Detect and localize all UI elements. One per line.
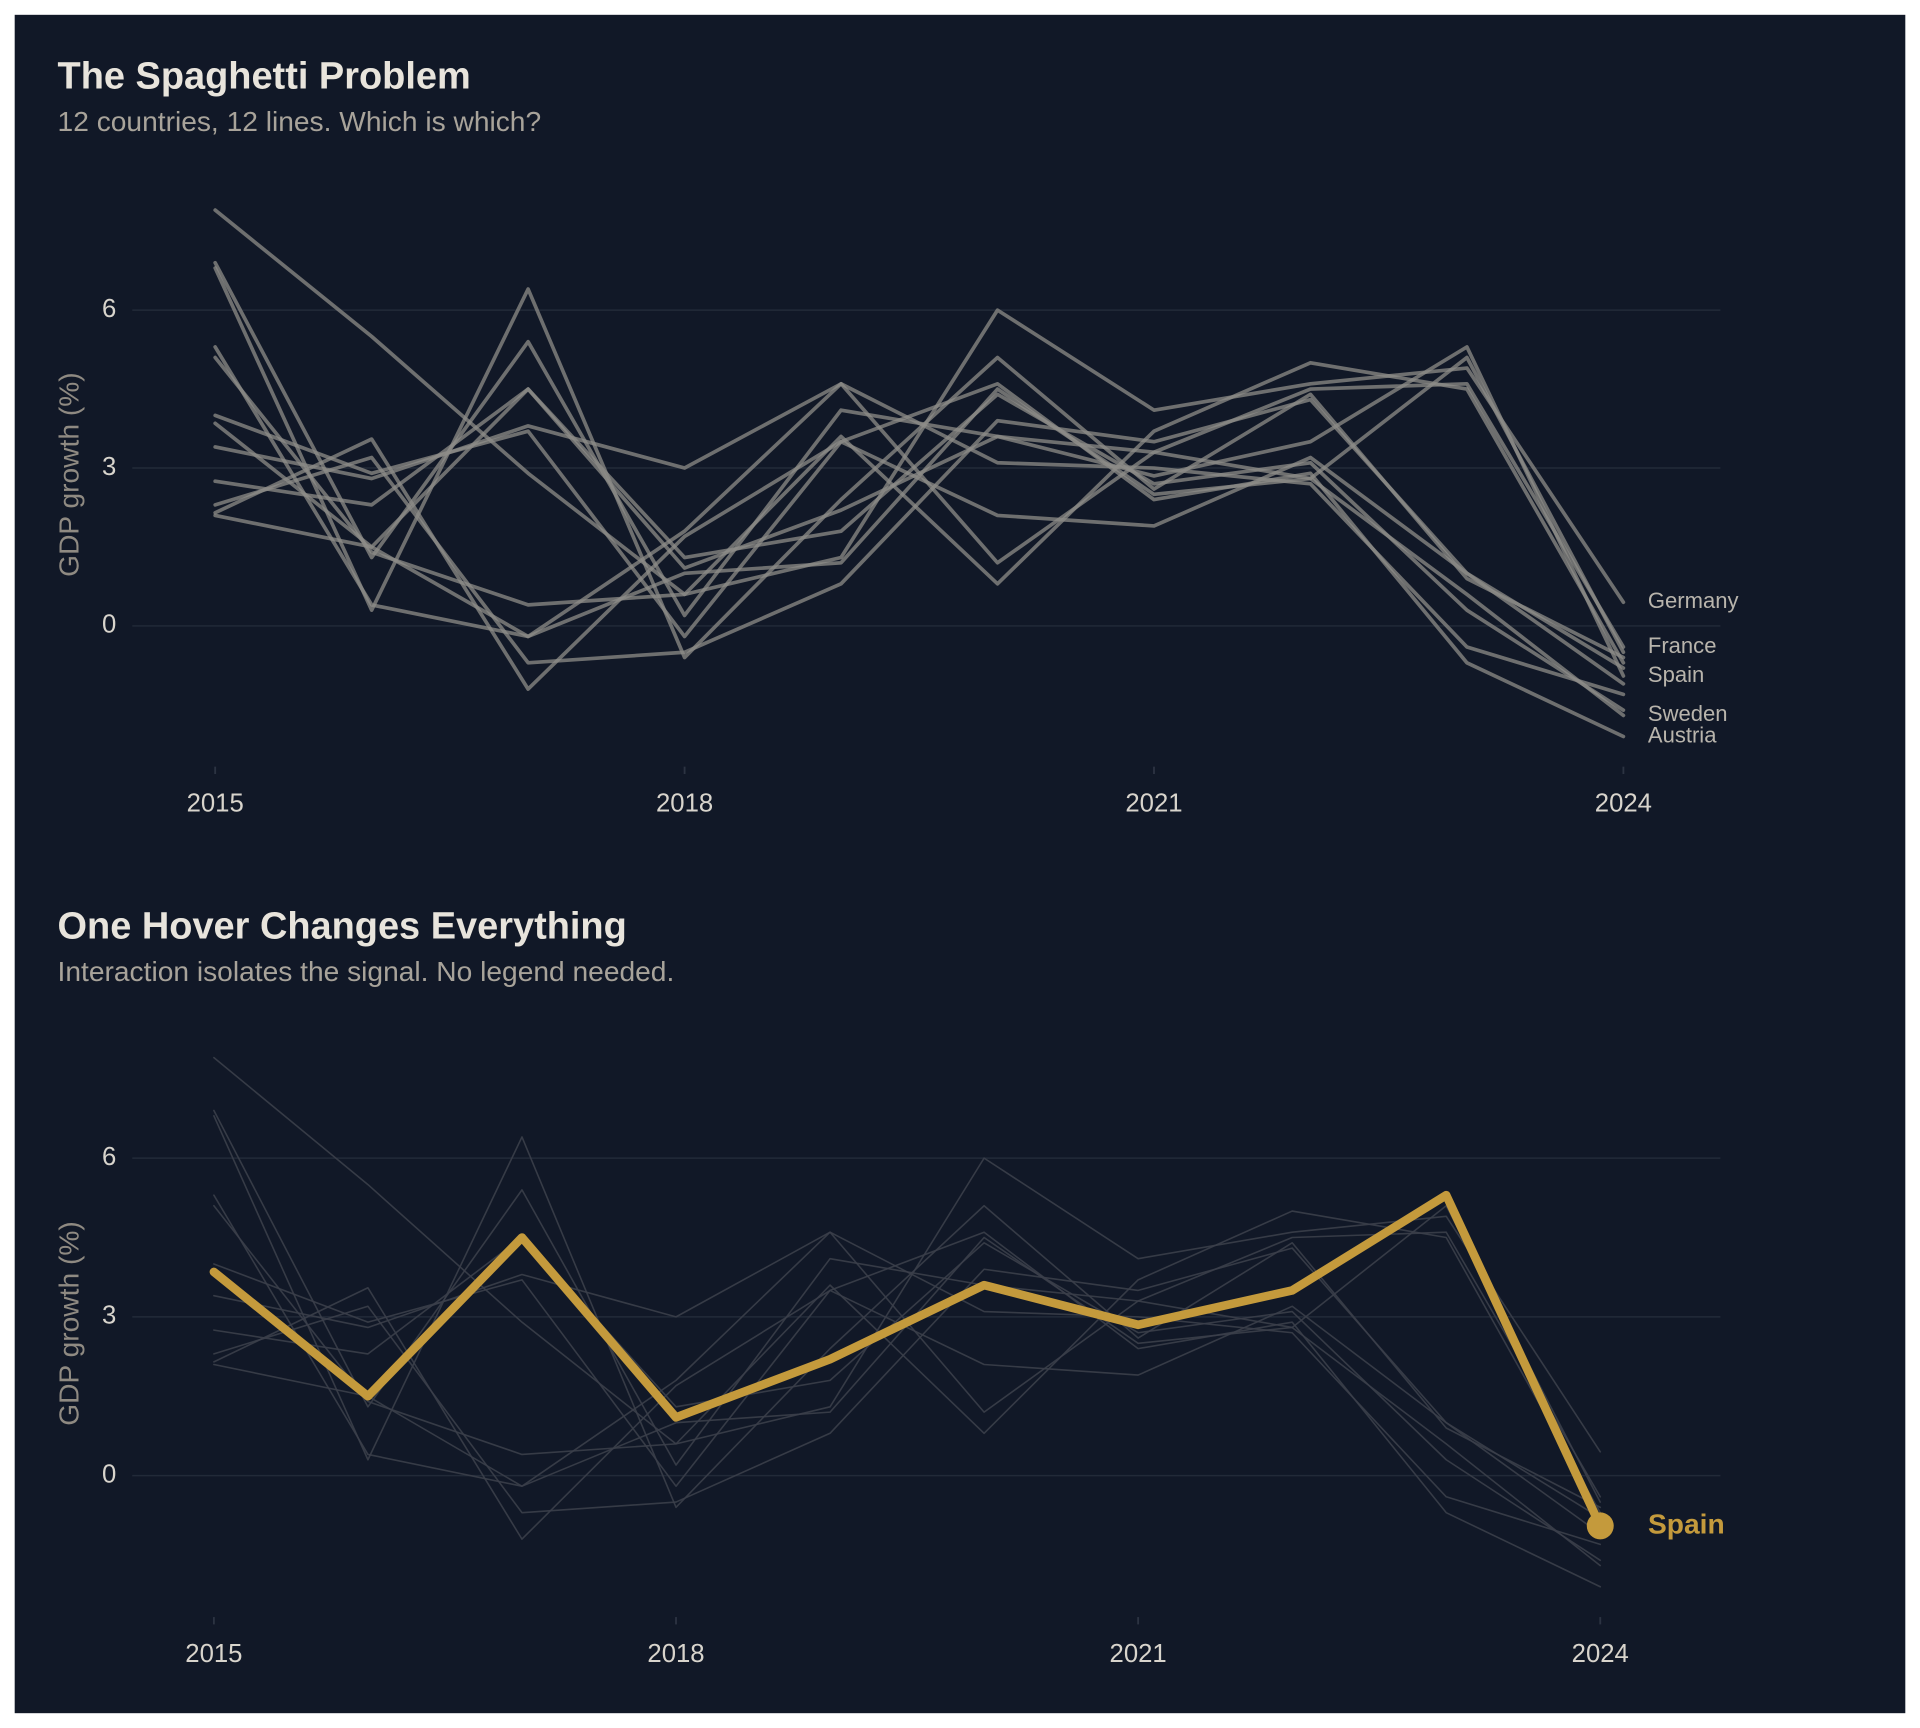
series-line xyxy=(213,1204,1602,1514)
chart-title: The Spaghetti Problem xyxy=(58,56,471,98)
series-line xyxy=(213,355,1626,665)
x-tick-label: 2015 xyxy=(187,789,244,817)
x-tick-label: 2021 xyxy=(1125,789,1182,817)
series-line xyxy=(213,397,1626,670)
series-line xyxy=(213,387,1626,712)
series-line xyxy=(213,1236,1602,1562)
series-label: Sweden xyxy=(1648,701,1728,726)
y-tick-label: 3 xyxy=(102,453,116,481)
series-label: Spain xyxy=(1648,662,1704,687)
x-tick-label: 2018 xyxy=(647,1640,704,1668)
series-label: Austria xyxy=(1648,722,1717,747)
series-label: Spain xyxy=(1648,1508,1725,1539)
series-label: Germany xyxy=(1648,588,1739,613)
chart-subtitle: Interaction isolates the signal. No lege… xyxy=(58,956,675,987)
y-tick-label: 3 xyxy=(102,1302,116,1330)
y-axis-label: GDP growth (%) xyxy=(53,1221,84,1425)
y-tick-label: 6 xyxy=(102,1143,116,1171)
series-line xyxy=(213,355,1626,655)
y-tick-label: 0 xyxy=(102,1460,116,1488)
y-tick-label: 6 xyxy=(102,295,116,323)
x-tick-label: 2015 xyxy=(185,1640,242,1668)
series-line xyxy=(213,1231,1602,1546)
background xyxy=(14,14,1906,1714)
series-label: France xyxy=(1648,633,1717,658)
series-line xyxy=(213,1231,1602,1588)
highlight-line xyxy=(209,1190,1605,1531)
x-tick-label: 2021 xyxy=(1110,1640,1167,1668)
y-axis-label: GDP growth (%) xyxy=(53,372,84,576)
series-line xyxy=(213,381,1626,697)
chart-title: One Hover Changes Everything xyxy=(58,905,627,947)
x-tick-label: 2024 xyxy=(1572,1640,1629,1668)
x-tick-label: 2024 xyxy=(1595,789,1652,817)
chart-subtitle: 12 countries, 12 lines. Which is which? xyxy=(58,106,542,137)
x-tick-label: 2018 xyxy=(656,789,713,817)
y-tick-label: 0 xyxy=(102,611,116,639)
end-point xyxy=(1586,1512,1614,1540)
series-line xyxy=(213,1247,1602,1519)
